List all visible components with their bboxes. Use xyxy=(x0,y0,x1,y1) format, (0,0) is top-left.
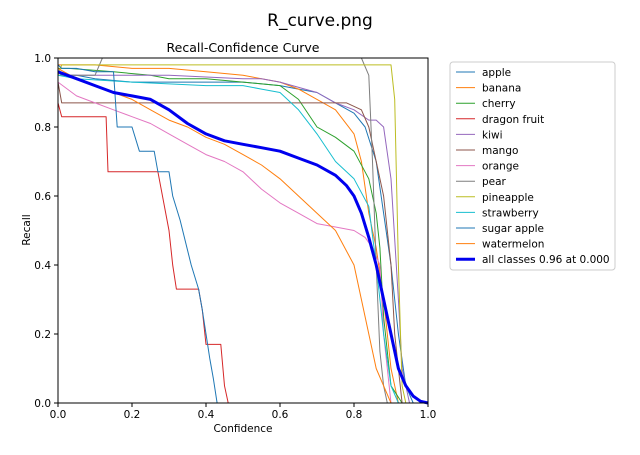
series-line-5 xyxy=(57,82,403,404)
x-tick-label-4: 0.8 xyxy=(346,409,363,421)
y-tick-label-2: 0.4 xyxy=(34,260,51,272)
plot-area xyxy=(57,57,429,405)
x-tick-label-5: 1.0 xyxy=(420,409,437,421)
window-title: R_curve.png xyxy=(267,11,373,31)
legend-label-10: sugar apple xyxy=(482,223,544,235)
legend-label-1: banana xyxy=(482,83,521,95)
legend-label-8: pineapple xyxy=(482,192,534,204)
y-tick-label-1: 0.2 xyxy=(34,329,51,341)
legend-label-4: kiwi xyxy=(482,129,503,141)
legend-items: apple banana cherry dragon fruit kiwi mango or… xyxy=(456,67,610,266)
plot-frame xyxy=(57,57,429,404)
y-axis-label: Recall xyxy=(21,214,33,245)
y-tick-label-0: 0.0 xyxy=(34,398,51,410)
series-line-8 xyxy=(57,64,407,404)
legend-frame xyxy=(449,61,616,271)
series-line-9 xyxy=(57,74,399,404)
x-tick-label-2: 0.4 xyxy=(198,409,215,421)
series-line-4 xyxy=(57,71,410,404)
x-tick-label-3: 0.6 xyxy=(272,409,289,421)
x-axis-label: Confidence xyxy=(213,423,272,435)
ticks-layer: 0.0 0.2 0.4 0.6 0.8 1.0 0.0 0.2 0.4 0.6 0.8 1.0 xyxy=(34,53,436,421)
legend-label-0: apple xyxy=(482,67,511,79)
legend-label-6: orange xyxy=(482,161,519,173)
legend-label-5: mango xyxy=(482,145,518,157)
series-line-3 xyxy=(57,102,229,404)
chart-title: Recall-Confidence Curve xyxy=(167,40,320,55)
series-line-11 xyxy=(57,67,392,404)
series-line-10 xyxy=(57,64,218,404)
y-tick-label-5: 1.0 xyxy=(34,53,51,65)
y-tick-label-4: 0.8 xyxy=(34,122,51,134)
legend-label-2: cherry xyxy=(482,98,516,110)
legend-label-12: all classes 0.96 at 0.000 xyxy=(482,254,610,266)
legend-label-7: pear xyxy=(482,176,507,188)
legend-label-3: dragon fruit xyxy=(482,114,544,126)
legend: apple banana cherry dragon fruit kiwi mango or… xyxy=(449,61,616,271)
series-line-2 xyxy=(58,67,403,404)
x-tick-label-1: 0.2 xyxy=(124,409,141,421)
series-line-12 xyxy=(57,70,429,405)
legend-label-11: watermelon xyxy=(482,239,544,251)
x-tick-label-0: 0.0 xyxy=(50,409,67,421)
y-tick-label-3: 0.6 xyxy=(34,191,51,203)
legend-label-9: strawberry xyxy=(482,207,539,219)
series-line-1 xyxy=(58,64,399,404)
